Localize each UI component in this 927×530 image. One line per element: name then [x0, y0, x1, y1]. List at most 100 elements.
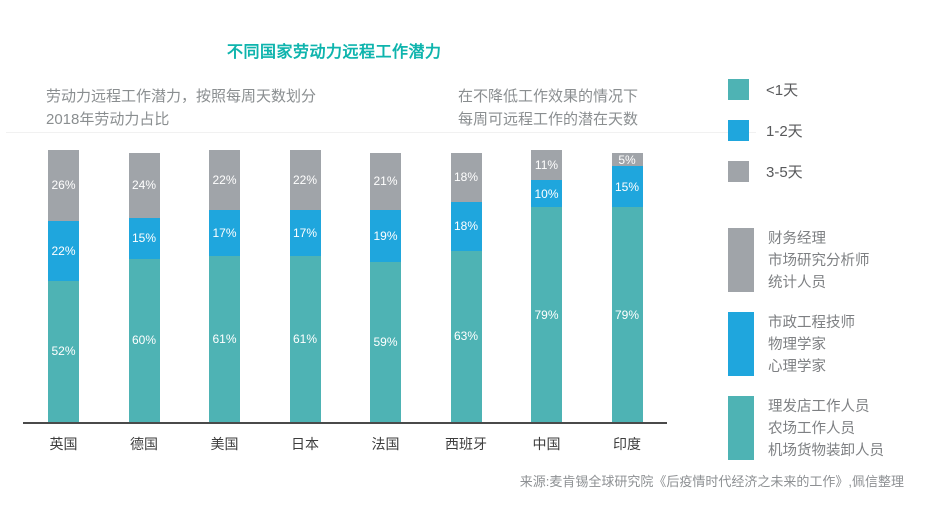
segment-value-label: 22% [212, 172, 237, 187]
chart-title: 不同国家劳动力远程工作潜力 [227, 44, 442, 61]
occupation-group: 理发店工作人员 农场工作人员机场货物装卸人员 [728, 396, 884, 462]
legend-swatch [728, 79, 749, 100]
legend-label: <1天 [766, 82, 799, 99]
right-subtitle-line1: 在不降低工作效果的情况下 [458, 88, 639, 105]
segment-value-label: 5% [618, 152, 636, 167]
category-label: 西班牙 [445, 436, 487, 452]
bar-segment: 15% [611, 166, 643, 208]
bar-segment: 10% [531, 179, 562, 208]
segment-value-label: 18% [453, 219, 479, 234]
occupation-line: 市场研究分析师 [768, 253, 870, 269]
bar-segment: 5% [611, 152, 643, 167]
occupation-lines: 财务经理市场研究分析师 统计人员 [768, 228, 870, 294]
bar-中国: 11% 10% 79% [531, 150, 562, 422]
legend-label: 1-2天 [766, 123, 803, 140]
category-label: 美国 [210, 436, 239, 452]
occupation-line: 统计人员 [768, 275, 826, 291]
segment-value-label: 61% [292, 332, 318, 347]
occupation-group: 市政工程技师 物理学家 心理学家 [728, 312, 884, 378]
bar-segment: 79% [611, 207, 643, 422]
bar-segment: 22% [209, 150, 240, 210]
category-label: 印度 [613, 436, 641, 452]
bar-英国: 26% 22% 52% [48, 150, 79, 422]
left-subtitle: 劳动力远程工作潜力，按照每周天数划分 2018年劳动力占比 [46, 85, 316, 131]
bar-segment: 52% [48, 280, 79, 422]
bar-segment: 61% [289, 256, 321, 422]
segment-value-label: 79% [534, 307, 559, 322]
occupation-lines: 理发店工作人员 农场工作人员机场货物装卸人员 [768, 396, 884, 462]
right-subtitle: 在不降低工作效果的情况下 每周可远程工作的潜在天数 [458, 85, 638, 131]
bar-segment: 22% [289, 150, 321, 210]
segment-value-label: 22% [292, 172, 318, 187]
bar-segment: 18% [450, 201, 482, 251]
bar-segment: 60% [128, 258, 160, 422]
legend-item: 3-5天 [728, 161, 803, 182]
legend-item: 1-2天 [728, 120, 803, 141]
bar-segment: 26% [48, 150, 79, 221]
segment-value-label: 17% [292, 225, 318, 240]
bar-segment: 19% [370, 209, 401, 262]
bar-segment: 79% [531, 207, 562, 422]
legend-item: <1天 [728, 79, 803, 100]
bar-segment: 63% [450, 250, 482, 422]
segment-value-label: 10% [534, 186, 559, 201]
occupation-color-block [728, 396, 754, 460]
occupation-line: 机场货物装卸人员 [768, 443, 884, 459]
left-subtitle-line2: 2018年劳动力占比 [46, 111, 170, 128]
legend-swatch [728, 120, 749, 141]
segment-value-label: 22% [51, 243, 76, 258]
bar-segment: 59% [370, 261, 401, 422]
bar-日本: 22% 17% 61% [289, 150, 321, 422]
bar-segment: 24% [128, 152, 160, 218]
bar-印度: 5% 15% 79% [611, 152, 643, 422]
segment-value-label: 63% [453, 329, 479, 344]
bar-segment: 61% [209, 256, 240, 422]
bar-segment: 17% [209, 209, 240, 257]
segment-value-label: 21% [373, 174, 398, 189]
occupation-line: 物理学家 [768, 337, 826, 353]
bar-德国: 24% 15% 60% [128, 152, 160, 422]
bar-法国: 21% 19% 59% [370, 152, 401, 422]
segment-value-label: 24% [131, 178, 157, 193]
bar-西班牙: 18% 18% 63% [450, 152, 482, 422]
top-divider [6, 132, 756, 133]
occupation-group: 财务经理市场研究分析师 统计人员 [728, 228, 884, 294]
bar-segment: 17% [289, 209, 321, 257]
bar-segment: 11% [531, 150, 562, 180]
category-label: 英国 [49, 436, 78, 452]
segment-value-label: 61% [212, 332, 237, 347]
category-label: 中国 [532, 436, 561, 452]
legend-label: 3-5天 [766, 164, 803, 181]
occupation-lines: 市政工程技师 物理学家 心理学家 [768, 312, 855, 378]
segment-value-label: 15% [131, 231, 157, 246]
occupation-color-block [728, 312, 754, 376]
segment-value-label: 17% [212, 225, 237, 240]
occupation-line: 市政工程技师 [768, 315, 855, 331]
segment-value-label: 18% [453, 170, 479, 185]
bar-segment: 21% [370, 152, 401, 210]
occupation-line: 理发店工作人员 [768, 399, 870, 415]
occupation-line: 财务经理 [768, 231, 826, 247]
right-subtitle-line2: 每周可远程工作的潜在天数 [458, 111, 639, 128]
segment-value-label: 60% [131, 333, 157, 348]
segment-value-label: 59% [373, 334, 398, 349]
occupation-line: 农场工作人员 [768, 421, 855, 437]
bar-chart: 26% 22% 52% 英国 24% 15% 60% 德国 22% 17% 61% 美国 22% 17% 6… [23, 150, 667, 452]
source-note: 来源:麦肯锡全球研究院《后疫情时代经济之未来的工作》,佩信整理 [519, 474, 904, 489]
segment-value-label: 26% [51, 178, 76, 193]
category-label: 日本 [291, 436, 319, 452]
segment-value-label: 11% [534, 157, 559, 172]
segment-value-label: 15% [614, 179, 640, 194]
occupation-color-block [728, 228, 754, 292]
bar-segment: 22% [48, 220, 79, 281]
category-label: 德国 [130, 436, 158, 452]
left-subtitle-line1: 劳动力远程工作潜力，按照每周天数划分 [46, 88, 317, 105]
bar-segment: 15% [128, 218, 160, 259]
bar-segment: 18% [450, 152, 482, 202]
legend-occupations: 财务经理 市场研究分析师 统计人员 市政工程技师 物理学家 心理学家 理发店工作人员 农场工作… [728, 228, 884, 480]
bar-美国: 22% 17% 61% [209, 150, 240, 422]
segment-value-label: 52% [51, 344, 76, 359]
segment-value-label: 19% [373, 228, 398, 243]
segment-value-label: 79% [614, 307, 640, 322]
